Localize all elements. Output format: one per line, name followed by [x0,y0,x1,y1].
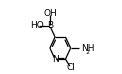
Text: Cl: Cl [66,63,75,72]
Text: OH: OH [43,9,57,18]
Text: B: B [47,21,53,30]
Text: 2: 2 [85,50,89,55]
Text: N: N [52,55,58,64]
Text: HO: HO [30,21,44,30]
Text: NH: NH [81,44,94,53]
